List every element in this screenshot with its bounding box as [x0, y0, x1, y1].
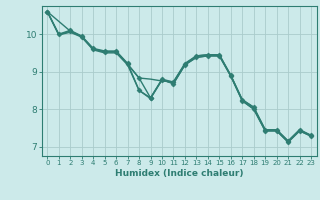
- X-axis label: Humidex (Indice chaleur): Humidex (Indice chaleur): [115, 169, 244, 178]
